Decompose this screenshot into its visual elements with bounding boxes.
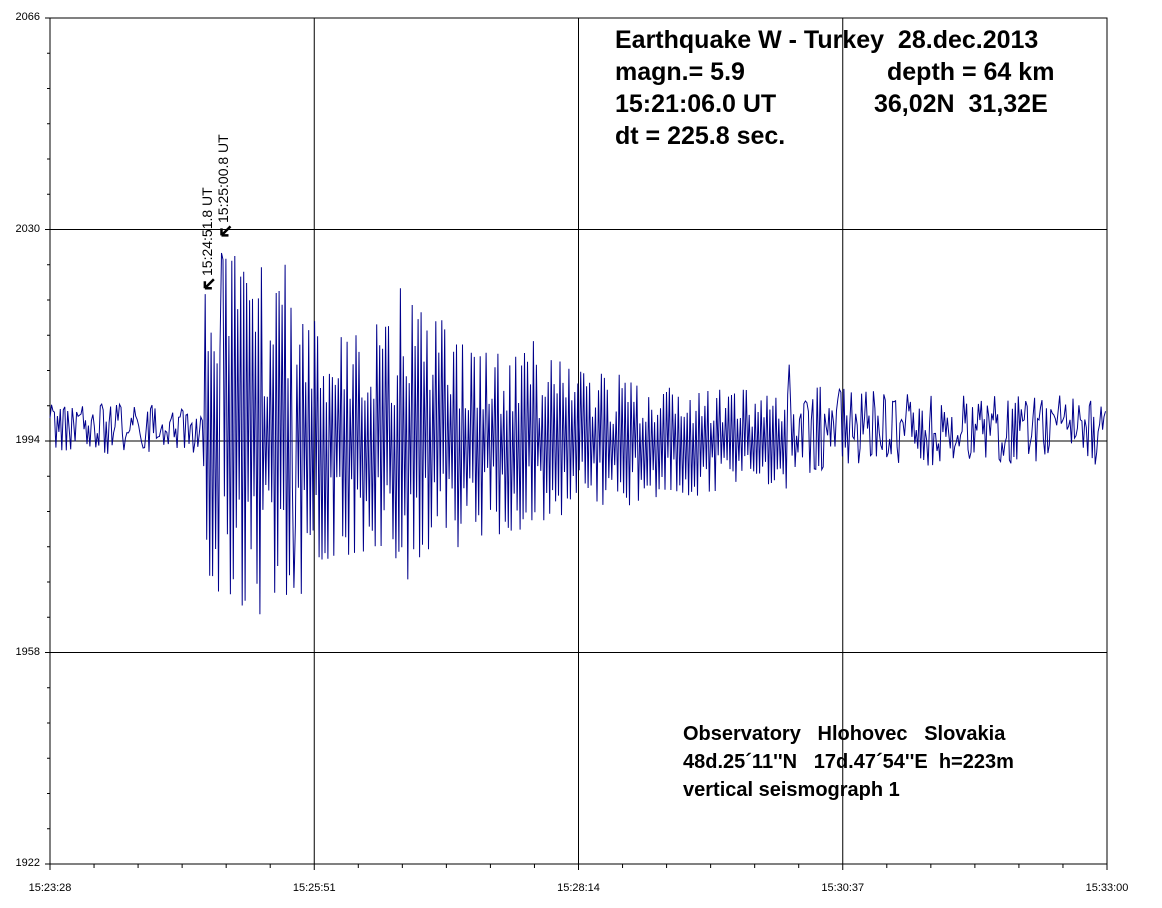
pick-label: 15:24:51.8 UT [198,187,215,277]
observatory-name: Observatory Hlohovec Slovakia [683,723,1006,745]
x-tick-label: 15:23:28 [28,882,72,894]
y-tick-label: 1958 [15,645,40,658]
depth-text: depth = 64 km [887,58,1055,86]
pick-arrow [220,225,232,237]
instrument-name: vertical seismograph 1 [683,779,900,801]
pick-arrow [203,278,215,290]
origin-time-text: 15:21:06.0 UT [615,90,777,118]
pick-label: 15:25:00.8 UT [215,134,232,224]
x-tick-label: 15:30:37 [821,882,865,894]
observatory-coords: 48d.25´11''N 17d.47´54''E h=223m [683,751,1014,773]
y-tick-label: 2066 [15,11,40,23]
x-tick-label: 15:28:14 [557,882,600,894]
x-tick-label: 15:25:51 [292,882,336,894]
epicenter-coords-text: 36,02N 31,32E [874,90,1048,118]
delta-time-text: dt = 225.8 sec. [615,122,786,150]
y-tick-label: 2030 [15,222,40,235]
seismic-trace [49,252,1106,615]
event-title: Earthquake W - Turkey 28.dec.2013 [615,26,1039,54]
magnitude-text: magn.= 5.9 [615,58,745,86]
x-tick-label: 15:33:00 [1085,882,1129,894]
y-tick-label: 1994 [15,434,40,446]
y-tick-label: 1922 [15,857,40,869]
